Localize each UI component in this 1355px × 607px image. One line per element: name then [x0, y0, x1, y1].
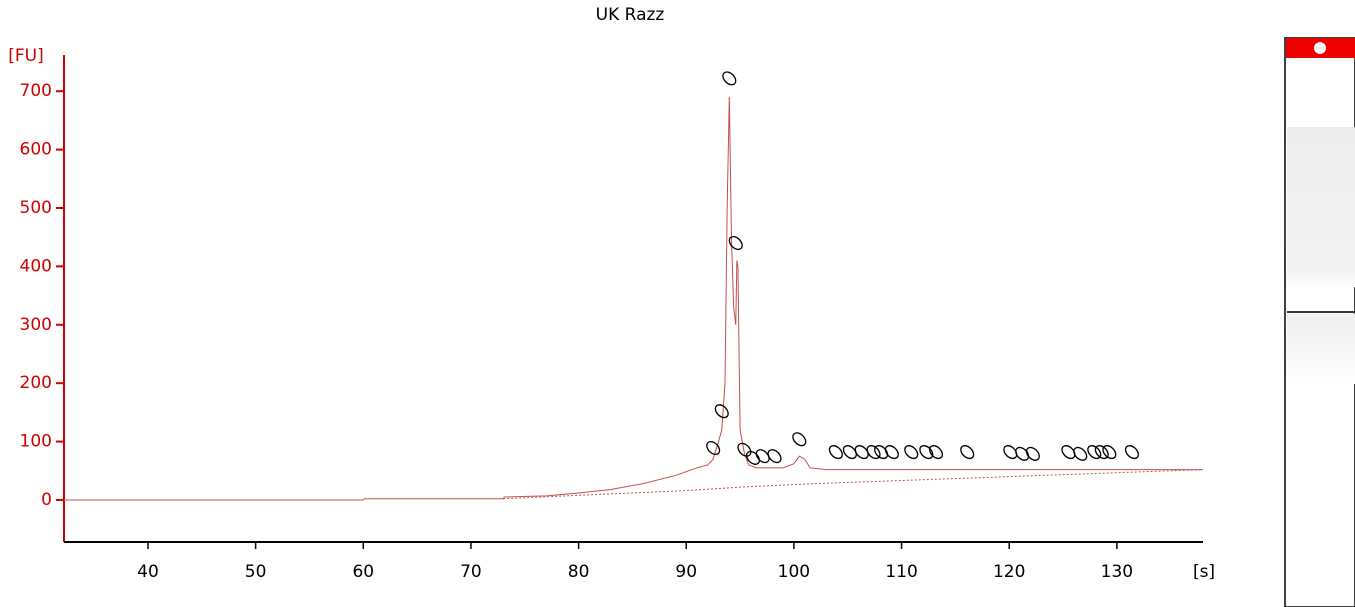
peak-marker — [736, 441, 754, 459]
peak-marker — [727, 234, 745, 252]
trace-line — [503, 470, 1203, 499]
x-tick-label: 50 — [245, 562, 267, 582]
peak-marker — [902, 443, 920, 461]
panel-band — [1287, 127, 1355, 287]
peak-marker — [1060, 443, 1078, 461]
peak-marker — [704, 439, 722, 457]
y-tick-label: 100 — [20, 432, 52, 452]
x-axis-label: [s] — [1193, 562, 1215, 582]
y-tick-label: 600 — [20, 140, 52, 160]
peak-marker — [720, 70, 738, 88]
x-tick-label: 40 — [137, 562, 159, 582]
page: UK Razz [FU] [s] 0 100 200 300 400 500 600 700 4… — [0, 0, 1355, 607]
x-tick-label: 90 — [675, 562, 697, 582]
chart-title: UK Razz — [596, 5, 665, 25]
x-tick-label: 70 — [460, 562, 482, 582]
y-tick-label: 300 — [20, 315, 52, 335]
x-tick-label: 110 — [885, 562, 917, 582]
peak-marker — [1001, 443, 1019, 461]
peak-marker — [958, 443, 976, 461]
peak-marker — [766, 447, 784, 465]
x-tick-label: 120 — [993, 562, 1025, 582]
x-tick-label: 60 — [352, 562, 374, 582]
x-tick-label: 80 — [568, 562, 590, 582]
y-axis-label: [FU] — [8, 46, 44, 66]
side-panel — [1285, 38, 1355, 607]
peak-marker — [744, 449, 762, 467]
peak-marker — [1123, 443, 1141, 461]
panel-band — [1287, 314, 1355, 384]
x-tick-label: 130 — [1101, 562, 1133, 582]
y-tick-label: 0 — [41, 490, 52, 510]
peak-marker — [713, 402, 731, 420]
chart: UK Razz [FU] [s] 0 100 200 300 400 500 600 700 4… — [0, 0, 1355, 607]
trace-line — [64, 97, 1203, 500]
y-tick-label: 700 — [20, 81, 52, 101]
panel-icon — [1314, 42, 1326, 54]
x-tick-label: 100 — [778, 562, 810, 582]
peak-marker — [1071, 445, 1089, 463]
peak-marker — [790, 430, 808, 448]
y-tick-label: 200 — [20, 373, 52, 393]
y-tick-label: 500 — [20, 198, 52, 218]
y-tick-label: 400 — [20, 256, 52, 276]
peak-marker — [827, 443, 845, 461]
